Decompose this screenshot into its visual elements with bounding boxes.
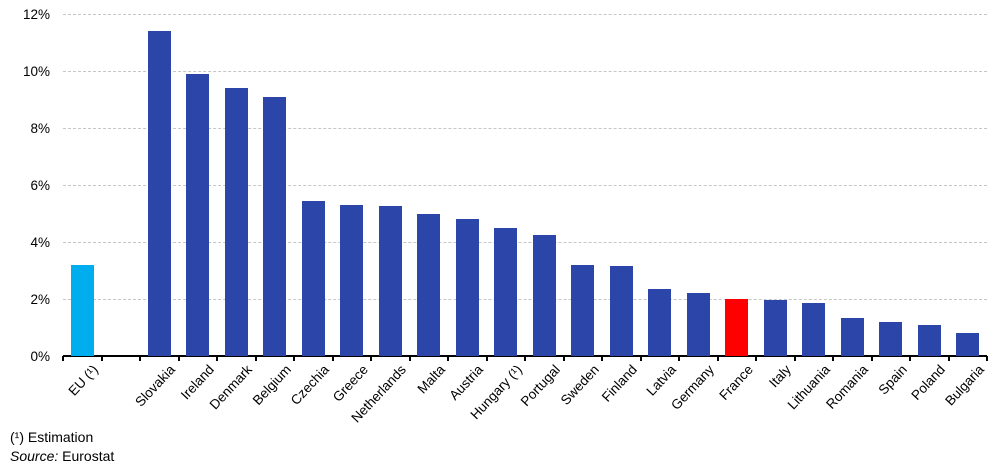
bar-poland xyxy=(917,324,941,356)
x-axis-tick xyxy=(562,356,565,361)
bar-latvia xyxy=(648,289,672,356)
gridline-10 xyxy=(63,71,987,72)
x-tick-label-spain: Spain xyxy=(875,362,910,398)
bar-bulgaria xyxy=(956,333,980,356)
gridline-4 xyxy=(63,242,987,243)
x-tick-label-czechia: Czechia xyxy=(287,362,333,408)
x-axis-tick xyxy=(870,356,873,361)
x-axis-tick xyxy=(408,356,411,361)
x-axis-tick xyxy=(447,356,449,361)
x-tick-label-slovakia: Slovakia xyxy=(132,362,179,410)
x-axis-tick xyxy=(293,356,295,361)
x-tick-label-bulgaria: Bulgaria xyxy=(941,362,987,409)
x-axis-tick xyxy=(832,356,834,361)
x-axis-tick xyxy=(485,356,488,361)
x-axis-tick xyxy=(678,356,680,361)
chart-footer: (¹) Estimation Source: Eurostat xyxy=(10,428,114,466)
bar-czechia xyxy=(301,200,325,356)
bar-spain xyxy=(879,321,903,356)
x-tick-label-finland: Finland xyxy=(599,362,641,405)
bar-malta xyxy=(417,213,441,356)
y-tick-label-8: 8% xyxy=(30,121,50,136)
gridline-2 xyxy=(63,299,987,300)
x-tick-label-portugal: Portugal xyxy=(517,362,564,410)
bar-italy xyxy=(763,300,787,356)
bar-sweden xyxy=(571,264,595,356)
x-axis-tick xyxy=(639,356,642,361)
x-axis-tick xyxy=(947,356,950,361)
gridline-12 xyxy=(63,14,987,15)
bar-france xyxy=(725,299,749,356)
y-tick-label-6: 6% xyxy=(30,178,50,193)
bar-slovakia xyxy=(147,31,171,356)
x-tick-label-italy: Italy xyxy=(766,362,795,391)
bar-ireland xyxy=(186,73,210,356)
x-tick-label-eu: EU (¹) xyxy=(65,362,102,399)
bar-romania xyxy=(840,317,864,356)
bar-finland xyxy=(609,266,633,356)
x-axis-tick xyxy=(254,356,257,361)
x-axis-tick xyxy=(986,356,988,361)
bar-eu xyxy=(70,264,94,356)
gridline-8 xyxy=(63,128,987,129)
x-axis-tick xyxy=(370,356,372,361)
y-tick-label-10: 10% xyxy=(22,64,50,79)
x-tick-label-malta: Malta xyxy=(414,362,448,397)
x-tick-label-sweden: Sweden xyxy=(557,362,602,408)
estimation-note: (¹) Estimation xyxy=(10,429,94,445)
x-axis-tick xyxy=(177,356,180,361)
x-axis-tick xyxy=(100,356,103,361)
x-axis-tick xyxy=(331,356,334,361)
x-axis-tick xyxy=(216,356,218,361)
bar-germany xyxy=(686,293,710,356)
x-axis-tick xyxy=(793,356,796,361)
bar-portugal xyxy=(532,234,556,356)
x-axis-tick xyxy=(755,356,757,361)
bar-austria xyxy=(455,219,479,356)
source-line: Source: Eurostat xyxy=(10,447,114,466)
bar-denmark xyxy=(224,88,248,356)
x-axis-tick xyxy=(601,356,603,361)
x-tick-label-france: France xyxy=(716,362,756,403)
y-tick-label-0: 0% xyxy=(30,349,50,364)
bar-greece xyxy=(340,204,364,356)
y-tick-label-2: 2% xyxy=(30,292,50,307)
source-label: Source: xyxy=(10,448,59,464)
x-axis-tick xyxy=(139,356,141,361)
x-axis-tick xyxy=(716,356,719,361)
plot-area xyxy=(62,14,988,361)
x-tick-label-belgium: Belgium xyxy=(249,362,294,408)
x-axis-tick xyxy=(524,356,526,361)
source-value: Eurostat xyxy=(62,448,115,464)
bar-hungary xyxy=(494,227,518,356)
x-tick-label-latvia: Latvia xyxy=(643,362,679,399)
x-axis-tick xyxy=(62,356,64,361)
gridline-6 xyxy=(63,185,987,186)
y-tick-label-4: 4% xyxy=(30,235,50,250)
y-tick-label-12: 12% xyxy=(22,7,50,22)
bar-lithuania xyxy=(802,303,826,356)
bar-netherlands xyxy=(378,206,402,356)
x-axis-tick xyxy=(909,356,911,361)
bar-belgium xyxy=(263,96,287,356)
